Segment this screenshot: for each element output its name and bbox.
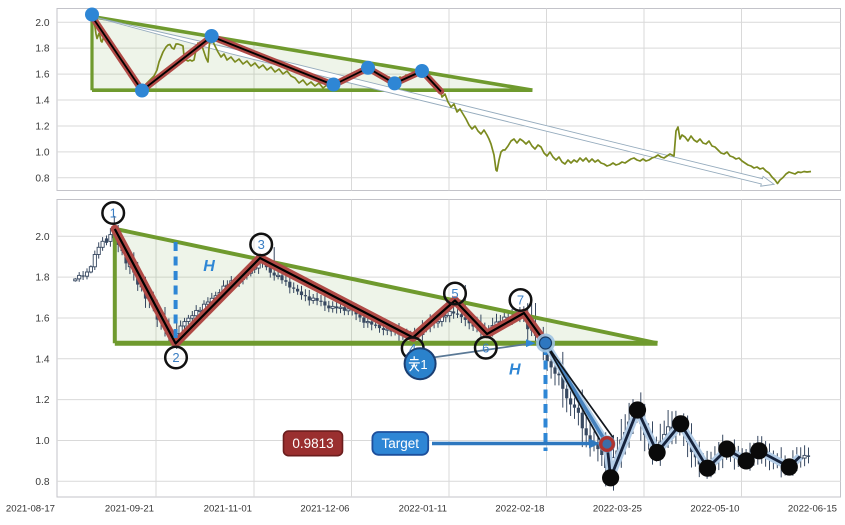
svg-text:4: 4 [409, 341, 416, 356]
svg-text:1.6: 1.6 [35, 314, 49, 325]
svg-text:1: 1 [110, 206, 117, 221]
svg-text:1.2: 1.2 [35, 122, 49, 133]
svg-text:1.4: 1.4 [35, 96, 49, 107]
svg-text:1.4: 1.4 [35, 354, 49, 365]
svg-text:3: 3 [258, 237, 265, 252]
svg-text:0.8: 0.8 [35, 173, 49, 184]
svg-text:1.8: 1.8 [35, 44, 49, 55]
svg-text:1: 1 [420, 357, 427, 372]
svg-text:1.0: 1.0 [35, 436, 49, 447]
svg-text:2.0: 2.0 [35, 18, 49, 29]
svg-text:2.0: 2.0 [35, 232, 49, 243]
svg-text:1.8: 1.8 [35, 273, 49, 284]
svg-text:7: 7 [517, 293, 524, 308]
svg-text:2022-05-10: 2022-05-10 [690, 504, 739, 515]
svg-text:0.9813: 0.9813 [292, 436, 333, 451]
svg-text:2022-01-11: 2022-01-11 [399, 504, 447, 515]
svg-text:2021-12-06: 2021-12-06 [300, 504, 349, 515]
svg-text:0.8: 0.8 [35, 477, 49, 488]
svg-text:5: 5 [451, 286, 458, 301]
svg-text:Target: Target [382, 436, 420, 451]
svg-text:2021-08-17: 2021-08-17 [6, 504, 55, 515]
svg-text:H: H [203, 258, 215, 275]
svg-text:1.2: 1.2 [35, 395, 49, 406]
svg-text:2021-09-21: 2021-09-21 [105, 504, 154, 515]
svg-text:1.6: 1.6 [35, 70, 49, 81]
svg-text:6: 6 [482, 340, 489, 355]
svg-text:2022-06-15: 2022-06-15 [788, 504, 837, 515]
svg-text:2022-03-25: 2022-03-25 [593, 504, 642, 515]
svg-text:2021-11-01: 2021-11-01 [204, 504, 252, 515]
svg-text:H: H [509, 362, 521, 379]
svg-text:2022-02-18: 2022-02-18 [495, 504, 544, 515]
svg-text:2: 2 [172, 350, 179, 365]
svg-text:1.0: 1.0 [35, 148, 49, 159]
